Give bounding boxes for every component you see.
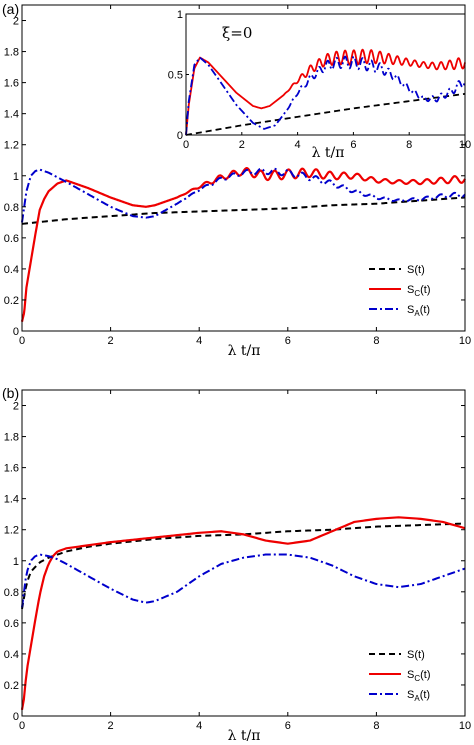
legend-label: SA(t) [407, 689, 430, 703]
x-tick-label: 6 [285, 720, 291, 732]
panel-a-inset: 0 2 4 6 8 10 0 0.5 1 [168, 9, 471, 151]
y-tick-label: 1.2 [4, 140, 19, 152]
y-tick-label: 1.2 [4, 525, 19, 537]
y-tick-label: 0 [13, 711, 19, 723]
legend-label: S(t) [407, 649, 425, 661]
legend-label: SA(t) [407, 304, 430, 318]
panel-b-label: (b) [2, 385, 19, 401]
x-tick-label: 0 [19, 720, 25, 732]
inset-annotation: ξ=0 [222, 24, 252, 42]
y-tick-label: 0.6 [4, 233, 19, 245]
inset-y-tick-label: 0.5 [168, 70, 183, 82]
inset-y-tick-label: 0 [177, 130, 183, 142]
y-tick-label: 0.2 [4, 680, 19, 692]
y-tick-label: 0.4 [4, 264, 19, 276]
legend-label: S(t) [407, 264, 425, 276]
x-tick-label: 2 [108, 335, 114, 347]
y-tick-label: 0.8 [4, 202, 19, 214]
legend: S(t) SC(t) SA(t) [369, 264, 431, 318]
y-tick-label: 1.6 [4, 463, 19, 475]
panel-b: 0 2 4 6 8 10 0 0.2 0.4 0.6 0.8 1 1.2 1.4 1.6 1.8 2 S(t) SC… [4, 389, 471, 732]
legend-label: SC(t) [407, 284, 431, 298]
inset-background [186, 14, 465, 135]
inset-series-line-sct [185, 48, 466, 136]
x-tick-label: 8 [373, 335, 379, 347]
y-tick-label: 1.6 [4, 78, 19, 90]
panel-a-label: (a) [2, 1, 19, 17]
series-line-st [21, 196, 466, 225]
x-tick-label: 6 [285, 335, 291, 347]
panel-b-xlabel: λ t/π [228, 728, 261, 744]
x-tick-label: 2 [108, 720, 114, 732]
x-tick-label: 4 [196, 720, 202, 732]
inset-x-tick-label: 10 [459, 139, 471, 151]
series-line-st [21, 522, 466, 610]
y-tick-label: 1 [13, 556, 19, 568]
x-tick-label: 10 [459, 720, 471, 732]
inset-series-line-st [185, 92, 466, 136]
x-tick-label: 10 [459, 335, 471, 347]
series-line-sct [20, 516, 466, 710]
y-tick-label: 1 [13, 171, 19, 183]
plot-frame [21, 389, 466, 717]
y-tick-label: 1.8 [4, 432, 19, 444]
y-tick-label: 1.4 [4, 109, 19, 121]
inset-xlabel: λ t/π [312, 145, 345, 161]
legend-label: SC(t) [407, 669, 431, 683]
x-tick-label: 0 [19, 335, 25, 347]
plot-background [22, 390, 465, 716]
series-line-sat [21, 167, 466, 223]
y-tick-label: 0 [13, 326, 19, 338]
legend: S(t) SC(t) SA(t) [369, 649, 431, 703]
plot-frame [21, 4, 466, 332]
inset-x-tick-label: 6 [350, 139, 356, 151]
y-tick-label: 0.8 [4, 587, 19, 599]
y-tick-label: 2 [13, 16, 19, 28]
y-tick-label: 0.4 [4, 649, 19, 661]
y-tick-label: 1.8 [4, 47, 19, 59]
x-tick-label: 4 [196, 335, 202, 347]
inset-x-tick-label: 8 [406, 139, 412, 151]
series-line-sat [21, 553, 466, 608]
inset-x-tick-label: 0 [183, 139, 189, 151]
y-tick-label: 0.6 [4, 618, 19, 630]
series-line-sct [20, 167, 466, 322]
inset-y-tick-label: 1 [177, 9, 183, 21]
inset-x-tick-label: 2 [239, 139, 245, 151]
y-tick-label: 1.4 [4, 494, 19, 506]
panel-a-xlabel: λ t/π [228, 343, 261, 359]
inset-series-line-sat [185, 55, 466, 136]
x-tick-label: 8 [373, 720, 379, 732]
y-tick-label: 0.2 [4, 295, 19, 307]
inset-x-tick-label: 4 [295, 139, 301, 151]
y-tick-label: 2 [13, 401, 19, 413]
